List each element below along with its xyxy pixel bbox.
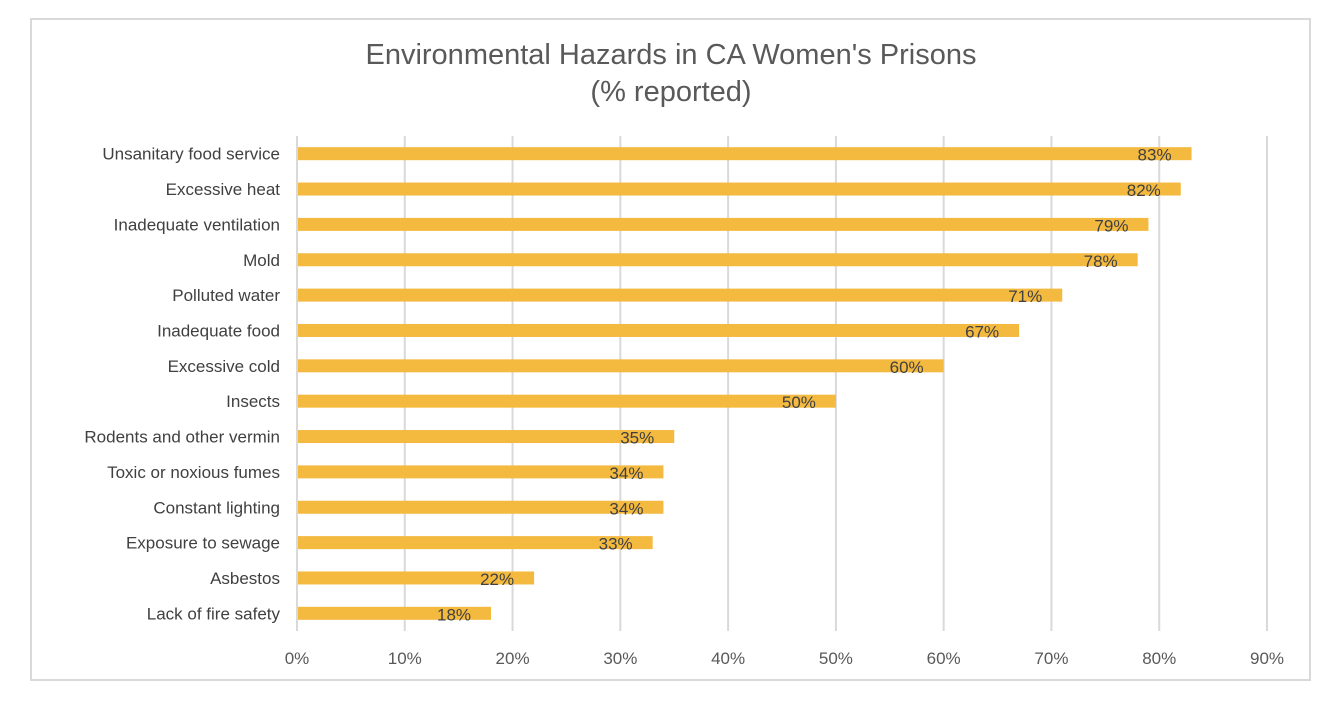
- data-label: 35%: [620, 429, 654, 448]
- bar: [298, 430, 675, 444]
- data-label: 33%: [599, 535, 633, 554]
- x-tick-label: 20%: [496, 649, 530, 668]
- x-tick-label: 60%: [927, 649, 961, 668]
- gridlines: [296, 136, 1268, 631]
- bar: [298, 394, 836, 408]
- category-label: Rodents and other vermin: [84, 428, 280, 447]
- x-tick-label: 70%: [1034, 649, 1068, 668]
- x-tick-label: 90%: [1250, 649, 1284, 668]
- data-label: 34%: [609, 499, 643, 518]
- chart-frame: [30, 18, 1311, 681]
- category-label: Asbestos: [210, 569, 280, 588]
- category-label: Excessive cold: [168, 357, 280, 376]
- data-labels: 83% 82% 79% 78% 71% 67% 60% 50% 35% 34% 34% 33% 22% 1…: [437, 146, 1172, 625]
- data-label: 60%: [890, 358, 924, 377]
- category-label: Constant lighting: [153, 498, 280, 517]
- category-label: Toxic or noxious fumes: [107, 463, 280, 482]
- category-label: Mold: [243, 251, 280, 270]
- chart-subtitle: (% reported): [590, 76, 751, 108]
- bar: [298, 465, 664, 479]
- x-tick-label: 80%: [1142, 649, 1176, 668]
- bar: [298, 253, 1138, 267]
- bar: [298, 500, 664, 514]
- data-label: 79%: [1094, 216, 1128, 235]
- category-label: Inadequate food: [157, 321, 280, 340]
- category-label: Unsanitary food service: [102, 145, 280, 164]
- data-label: 50%: [782, 393, 816, 412]
- x-tick-label: 50%: [819, 649, 853, 668]
- category-label: Lack of fire safety: [147, 604, 281, 623]
- bar: [298, 147, 1192, 161]
- category-label: Inadequate ventilation: [114, 215, 280, 234]
- bar: [298, 359, 944, 373]
- bar: [298, 217, 1149, 231]
- category-label: Exposure to sewage: [126, 534, 280, 553]
- data-label: 34%: [609, 464, 643, 483]
- chart-title: Environmental Hazards in CA Women's Pris…: [365, 39, 976, 71]
- data-label: 83%: [1138, 146, 1172, 165]
- category-label: Excessive heat: [166, 180, 281, 199]
- bar: [298, 536, 653, 550]
- bar: [298, 182, 1181, 196]
- bar: [298, 288, 1063, 302]
- data-label: 78%: [1084, 252, 1118, 271]
- data-label: 67%: [965, 322, 999, 341]
- bar: [298, 323, 1020, 337]
- bar: [298, 571, 535, 585]
- data-label: 22%: [480, 570, 514, 589]
- data-label: 82%: [1127, 181, 1161, 200]
- bars: [298, 147, 1192, 620]
- x-tick-label: 40%: [711, 649, 745, 668]
- x-axis-tick-labels: 0% 10% 20% 30% 40% 50% 60% 70% 80% 90%: [285, 649, 1284, 668]
- data-label: 71%: [1008, 287, 1042, 306]
- category-label: Polluted water: [172, 286, 280, 305]
- x-tick-label: 10%: [388, 649, 422, 668]
- bar: [298, 606, 491, 620]
- x-tick-label: 30%: [603, 649, 637, 668]
- data-label: 18%: [437, 605, 471, 624]
- category-labels: Unsanitary food service Excessive heat Ina…: [84, 145, 280, 624]
- category-label: Insects: [226, 392, 280, 411]
- x-tick-label: 0%: [285, 649, 310, 668]
